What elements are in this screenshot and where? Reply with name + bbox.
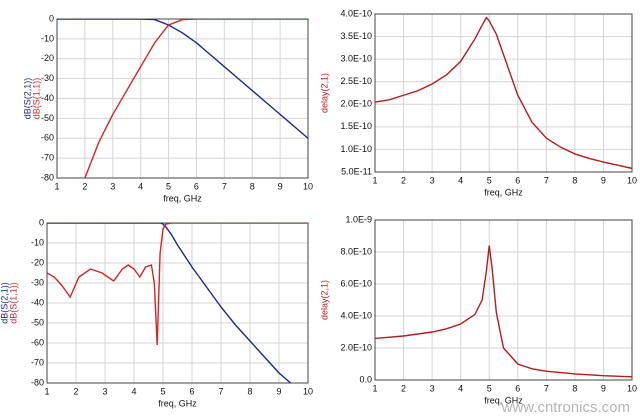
x-tick-label: 8 — [572, 383, 577, 393]
x-tick-label: 5 — [487, 175, 492, 185]
y-axis-label: delay(2,1) — [319, 280, 329, 320]
series-line — [47, 223, 292, 383]
series-line — [84, 19, 308, 178]
y-tick-label: -30 — [41, 73, 54, 83]
x-tick-label: 2 — [73, 386, 78, 396]
x-tick-label: 10 — [627, 175, 637, 185]
plot-frame — [374, 13, 633, 173]
y-tick-label: 1.5E-10 — [340, 121, 372, 131]
x-tick-label: 3 — [430, 175, 435, 185]
y-tick-label: -40 — [31, 297, 44, 307]
x-tick-label: 10 — [303, 181, 313, 191]
y-tick-label: 6.0E-10 — [340, 278, 372, 288]
y-tick-label: -50 — [31, 317, 44, 327]
y-tick-label: 1.0E-10 — [340, 144, 372, 154]
x-tick-label: 3 — [110, 181, 115, 191]
y-tick-label: -40 — [41, 93, 54, 103]
y-tick-label: -20 — [41, 53, 54, 63]
y-tick-label: -20 — [31, 257, 44, 267]
x-tick-label: 4 — [131, 386, 136, 396]
x-tick-label: 4 — [458, 383, 463, 393]
y-tick-label: 4.0E-10 — [340, 8, 372, 18]
x-tick-label: 6 — [515, 383, 520, 393]
series-line — [57, 19, 308, 139]
y-tick-label: -80 — [41, 172, 54, 182]
y-tick-label: -50 — [41, 113, 54, 123]
series-line — [47, 223, 308, 346]
x-tick-label: 10 — [627, 383, 637, 393]
x-tick-label: 10 — [303, 386, 313, 396]
y-tick-label: -60 — [31, 337, 44, 347]
y-tick-label: -10 — [41, 33, 54, 43]
y-tick-label: 2.0E-10 — [340, 342, 372, 352]
series-line — [375, 245, 632, 378]
y-axis-label: dB(S(2,1)) — [0, 282, 9, 324]
y-axis-label: dB(S(1,1)) — [31, 78, 41, 120]
y-tick-label: -70 — [31, 357, 44, 367]
x-tick-label: 7 — [222, 181, 227, 191]
x-tick-label: 1 — [54, 181, 59, 191]
x-tick-label: 9 — [601, 175, 606, 185]
y-tick-label: 3.0E-10 — [340, 54, 372, 64]
series-line — [375, 16, 632, 170]
x-axis-label: freq, GHz — [484, 187, 523, 197]
x-tick-label: 9 — [276, 386, 281, 396]
plot-frame — [374, 219, 633, 381]
x-tick-label: 6 — [189, 386, 194, 396]
y-tick-label: 0 — [39, 217, 44, 227]
x-tick-label: 7 — [218, 386, 223, 396]
x-tick-label: 6 — [515, 175, 520, 185]
x-tick-label: 6 — [194, 181, 199, 191]
y-tick-label: 3.5E-10 — [340, 31, 372, 41]
y-tick-label: 4.0E-10 — [340, 310, 372, 320]
y-axis-label: dB(S(1,1)) — [8, 282, 18, 324]
y-tick-label: -10 — [31, 237, 44, 247]
x-tick-label: 1 — [44, 386, 49, 396]
y-tick-label: -80 — [31, 377, 44, 387]
y-tick-label: -70 — [41, 153, 54, 163]
x-tick-label: 5 — [160, 386, 165, 396]
x-axis-label: freq, GHz — [158, 398, 197, 408]
y-axis-label: delay(2,1) — [319, 73, 329, 113]
x-tick-label: 1 — [372, 175, 377, 185]
y-tick-label: 2.0E-10 — [340, 99, 372, 109]
y-tick-label: 0 — [49, 13, 54, 23]
x-tick-label: 7 — [544, 175, 549, 185]
x-tick-label: 8 — [250, 181, 255, 191]
x-tick-label: 8 — [572, 175, 577, 185]
x-tick-label: 2 — [82, 181, 87, 191]
x-tick-label: 3 — [430, 383, 435, 393]
x-axis-label: freq, GHz — [484, 395, 523, 405]
x-tick-label: 3 — [102, 386, 107, 396]
x-tick-label: 8 — [247, 386, 252, 396]
x-tick-label: 9 — [601, 383, 606, 393]
x-tick-label: 7 — [544, 383, 549, 393]
y-tick-label: 0.0 — [359, 374, 372, 384]
x-tick-label: 4 — [138, 181, 143, 191]
x-axis-label: freq, GHz — [163, 193, 202, 203]
x-tick-label: 5 — [166, 181, 171, 191]
x-tick-label: 5 — [487, 383, 492, 393]
y-axis-label: dB(S(2,1)) — [22, 78, 32, 120]
watermark: www.cntronics.com — [501, 399, 630, 416]
y-tick-label: 2.5E-10 — [340, 76, 372, 86]
y-tick-label: -30 — [31, 277, 44, 287]
x-tick-label: 2 — [401, 383, 406, 393]
y-tick-label: 8.0E-10 — [340, 246, 372, 256]
x-tick-label: 2 — [401, 175, 406, 185]
y-tick-label: 1.0E-9 — [345, 214, 372, 224]
x-tick-label: 1 — [372, 383, 377, 393]
x-tick-label: 9 — [278, 181, 283, 191]
x-tick-label: 4 — [458, 175, 463, 185]
y-tick-label: -60 — [41, 133, 54, 143]
y-tick-label: 5.0E-11 — [341, 166, 372, 176]
